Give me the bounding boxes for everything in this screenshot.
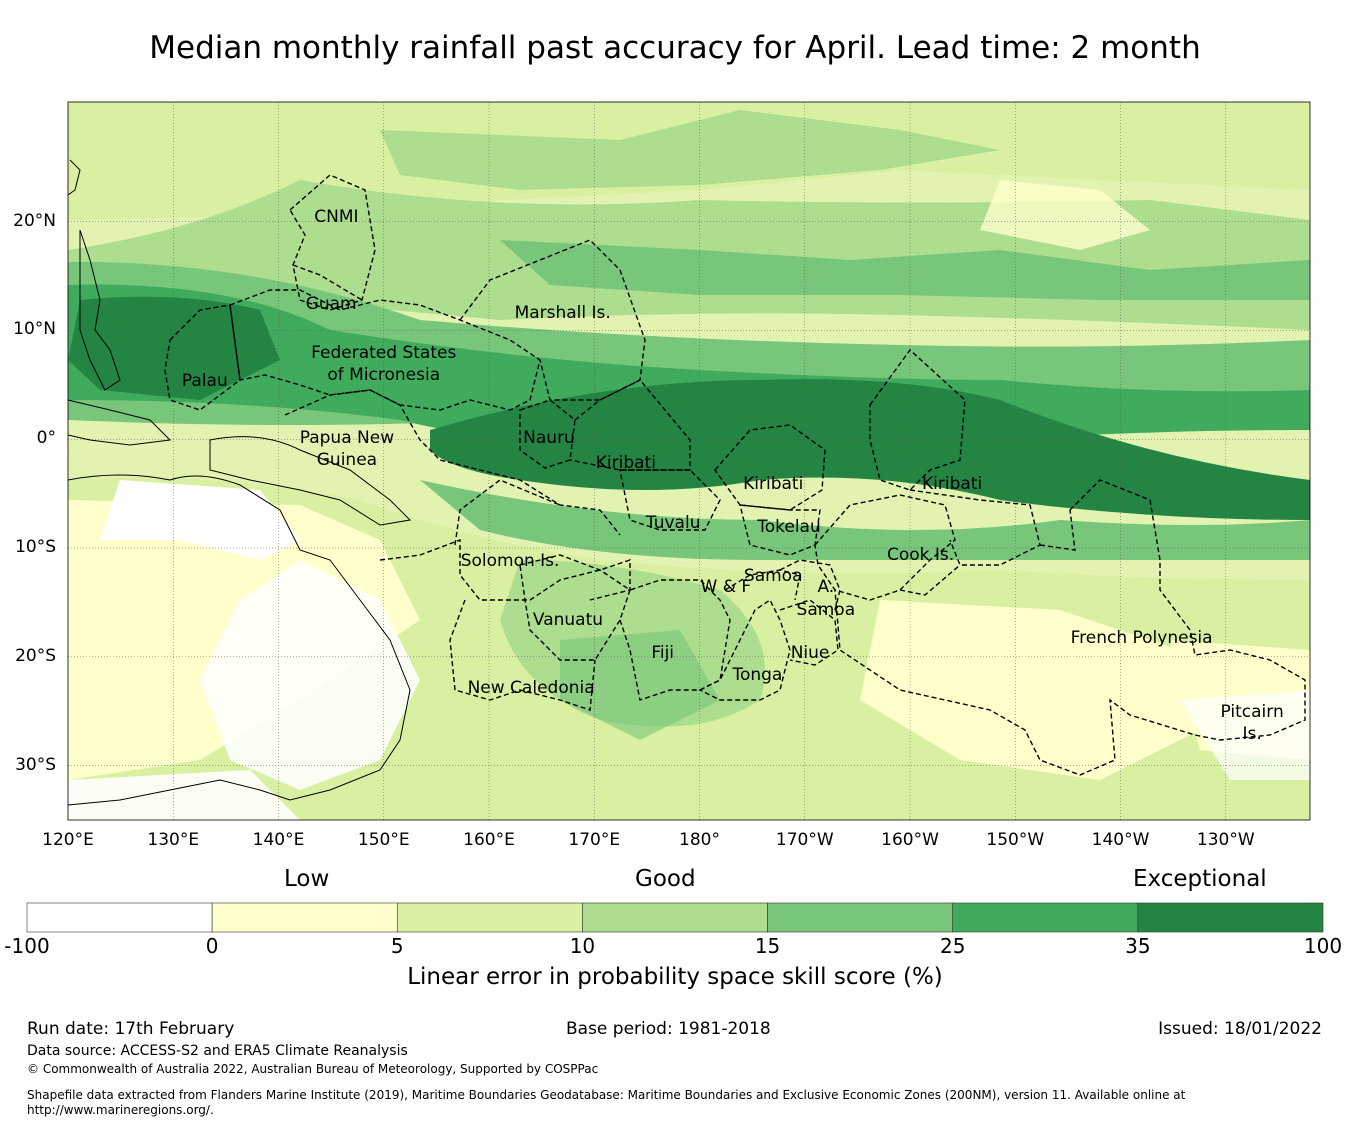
lon-tick-label: 140°E: [252, 830, 305, 850]
run-date: Run date: 17th February: [27, 1019, 235, 1039]
region-label: Samoa: [743, 566, 803, 587]
region-label: CNMI: [314, 207, 359, 228]
lon-tick-label: 170°E: [568, 830, 621, 850]
lat-tick-label: 10°N: [13, 319, 56, 340]
colorbar-tick-label: -100: [4, 934, 50, 958]
issued-date: Issued: 18/01/2022: [1158, 1019, 1322, 1039]
colorbar-segment: [582, 902, 768, 933]
lon-tick-label: 170°W: [775, 830, 834, 850]
colorbar-tick-label: 15: [754, 934, 781, 958]
legend-exceptional-label: Exceptional: [1133, 866, 1267, 892]
region-label: Fiji: [651, 642, 675, 663]
skill-field: [68, 102, 1310, 820]
map-frame: [67, 101, 1311, 821]
lat-tick-label: 20°N: [13, 210, 56, 231]
region-label: Palau: [181, 370, 228, 391]
copyright: © Commonwealth of Australia 2022, Austra…: [27, 1062, 599, 1076]
region-label: French Polynesia: [1070, 628, 1213, 649]
region-label: A.: [817, 577, 835, 598]
lon-tick-label: 130°W: [1196, 830, 1255, 850]
colorbar-tick-label: 35: [1125, 934, 1151, 958]
region-label: Marshall Is.: [514, 303, 611, 324]
legend-low-label: Low: [284, 866, 330, 892]
region-label: Kiribati: [743, 473, 804, 494]
colorbar-segment: [211, 902, 398, 933]
shapefile-credit: Shapefile data extracted from Flanders M…: [27, 1088, 1186, 1102]
region-label: Solomon Is.: [460, 551, 560, 572]
colorbar: [26, 902, 1324, 933]
region-label: Niue: [790, 642, 830, 663]
region-label: of Micronesia: [327, 365, 441, 386]
lon-tick-label: 150°W: [986, 830, 1045, 850]
lat-tick-label: 10°S: [15, 537, 56, 558]
colorbar-tick-label: 25: [939, 934, 966, 958]
region-label: Papua New: [299, 428, 395, 449]
region-label: Vanuatu: [532, 609, 604, 630]
region-label: Guam: [305, 294, 357, 315]
region-label: Kiribati: [922, 473, 983, 494]
region-label: Kiribati: [595, 453, 656, 474]
lon-tick-label: 140°W: [1091, 830, 1150, 850]
colorbar-segment: [952, 902, 1139, 933]
lat-tick-label: 0°: [36, 428, 56, 449]
lon-tick-label: 120°E: [42, 830, 94, 850]
lon-tick-label: 150°E: [357, 830, 410, 850]
eez-boundaries: [164, 174, 1306, 776]
region-label: Tuvalu: [645, 513, 701, 534]
lat-tick-label: 30°S: [15, 754, 56, 775]
colorbar-tick-label: 0: [205, 934, 219, 958]
legend-good-label: Good: [635, 866, 696, 892]
colorbar-tick-label: 100: [1303, 934, 1343, 958]
base-period: Base period: 1981-2018: [566, 1019, 771, 1039]
region-label: New Caledonia: [467, 678, 595, 699]
colorbar-segment: [767, 902, 954, 933]
region-label: Cook Is.: [886, 544, 955, 565]
colorbar-tick-label: 5: [390, 934, 404, 958]
region-label: Pitcairn: [1220, 702, 1284, 723]
region-label: Federated States: [311, 343, 457, 364]
region-label: Samoa: [796, 600, 856, 621]
lat-tick-label: 20°S: [15, 645, 56, 666]
region-label: Guinea: [316, 450, 378, 470]
data-source: Data source: ACCESS-S2 and ERA5 Climate …: [27, 1043, 408, 1059]
region-label: Is.: [1242, 724, 1262, 745]
shapefile-url: http://www.marineregions.org/.: [27, 1103, 214, 1117]
chart-title: Median monthly rainfall past accuracy fo…: [149, 30, 1201, 66]
region-label: W & F: [700, 577, 752, 598]
region-label: Nauru: [523, 428, 575, 449]
colorbar-tick-label: 10: [569, 934, 596, 958]
lon-tick-label: 180°: [679, 830, 720, 850]
region-label: Tonga: [732, 665, 783, 686]
lon-tick-label: 160°W: [881, 830, 939, 850]
colorbar-segment: [396, 902, 583, 933]
lon-tick-label: 130°E: [147, 830, 200, 850]
lon-tick-label: 160°E: [463, 830, 515, 850]
land-outlines: [67, 159, 412, 806]
colorbar-segment: [1137, 902, 1324, 933]
colorbar-segment: [26, 902, 213, 933]
colorbar-title: Linear error in probability space skill …: [407, 964, 943, 990]
region-label: Tokelau: [757, 517, 821, 538]
